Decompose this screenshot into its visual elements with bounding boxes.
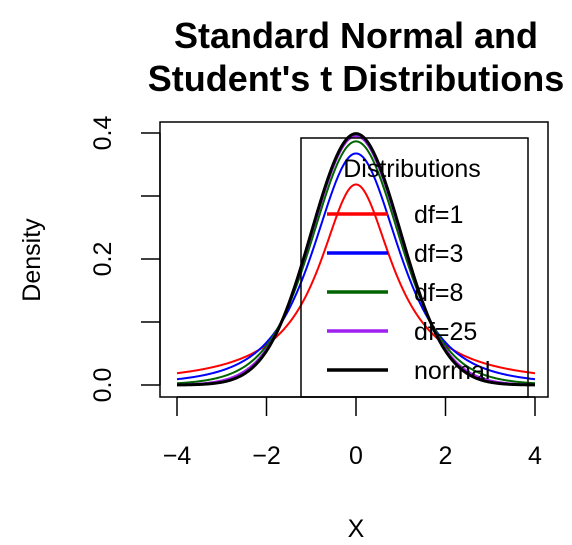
series-line-df-3 (176, 152, 536, 381)
x-tick-label: 2 (439, 442, 453, 470)
chart-title-line-2: Student's t Distributions (148, 58, 565, 99)
legend: Distributions df=1 df=3 df=8 df=25 normal (300, 137, 529, 398)
y-tick-label: 0.2 (89, 242, 117, 277)
legend-box (300, 137, 529, 398)
y-tick-label: 0.0 (89, 368, 117, 403)
plot-layer (176, 132, 536, 387)
series-line-df-8 (176, 140, 536, 385)
legend-item-label: df=25 (414, 318, 477, 346)
legend-item-label: df=8 (414, 279, 463, 307)
legend-title: Distributions (343, 155, 481, 183)
legend-item-label: normal (414, 357, 490, 385)
chart-title-line-1: Standard Normal and (174, 15, 538, 56)
series-line-df-1 (176, 183, 536, 375)
series-line-normal (176, 132, 536, 387)
x-axis-label: X (348, 515, 365, 543)
legend-item-label: df=1 (414, 201, 463, 229)
x-tick-label: −2 (252, 442, 281, 470)
x-tick-label: −4 (163, 442, 192, 470)
axes-layer: −4 −2 0 2 4 0.0 0.2 0.4 (89, 116, 549, 470)
y-tick-label: 0.4 (89, 116, 117, 151)
x-tick-label: 0 (349, 442, 363, 470)
series-line-df-25 (176, 135, 536, 386)
y-axis-label: Density (18, 218, 46, 302)
legend-item-label: df=3 (414, 240, 463, 268)
x-tick-label: 4 (528, 442, 542, 470)
